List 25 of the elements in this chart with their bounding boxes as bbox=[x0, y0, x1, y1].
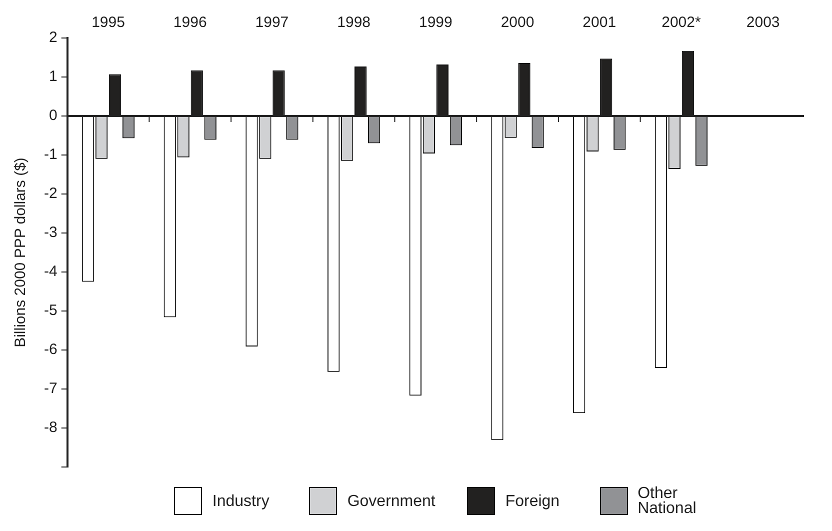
legend-label: Foreign bbox=[505, 492, 560, 510]
y-tick-label: -4 bbox=[44, 263, 58, 280]
y-tick-label: -5 bbox=[44, 302, 58, 320]
y-tick-label: -3 bbox=[44, 224, 58, 242]
y-tick-label: -6 bbox=[44, 341, 58, 358]
y-tick-label: -7 bbox=[44, 380, 58, 398]
x-tick-label: 2001 bbox=[582, 14, 616, 32]
x-tick-label: 1999 bbox=[418, 14, 452, 32]
y-tick-label: -2 bbox=[44, 185, 58, 202]
legend-label: Other National bbox=[638, 485, 698, 517]
y-tick-label: 0 bbox=[48, 107, 58, 124]
legend-label: Industry bbox=[212, 492, 270, 510]
y-axis-title: Billions 2000 PPP dollars ($) bbox=[12, 158, 30, 348]
x-tick-label: 1997 bbox=[255, 14, 289, 32]
x-tick-label: 2002* bbox=[662, 14, 701, 32]
y-tick-label: -1 bbox=[44, 146, 58, 164]
y-tick-label: -8 bbox=[44, 419, 58, 436]
y-tick-label: 1 bbox=[48, 68, 58, 86]
y-tick-label: 2 bbox=[48, 29, 58, 46]
x-tick-label: 1998 bbox=[337, 14, 371, 32]
x-tick-label: 1996 bbox=[173, 14, 207, 32]
x-tick-label: 1995 bbox=[92, 14, 125, 32]
x-tick-label: 2003 bbox=[746, 14, 780, 32]
x-tick-label: 2000 bbox=[500, 14, 534, 32]
legend-label: Government bbox=[347, 492, 436, 510]
